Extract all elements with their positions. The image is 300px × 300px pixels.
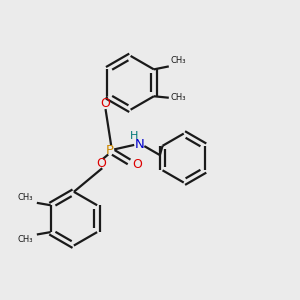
Text: N: N (135, 138, 144, 151)
Text: P: P (106, 143, 114, 157)
Text: CH₃: CH₃ (17, 193, 33, 202)
Text: CH₃: CH₃ (170, 56, 186, 65)
Text: H: H (129, 131, 138, 141)
Text: O: O (133, 158, 142, 171)
Text: CH₃: CH₃ (17, 235, 33, 244)
Text: O: O (100, 97, 110, 110)
Text: CH₃: CH₃ (170, 93, 186, 102)
Text: O: O (96, 157, 106, 170)
